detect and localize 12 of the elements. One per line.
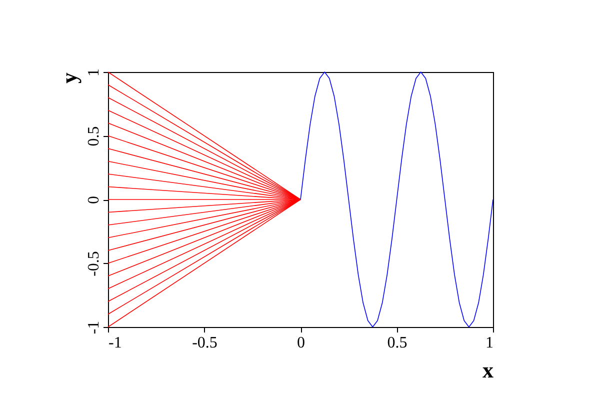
x-axis-title: x	[482, 358, 494, 382]
x-tick-label: 0.5	[387, 334, 408, 352]
x-tick-label: -1	[108, 334, 122, 352]
x-tick-label: -0.5	[192, 334, 218, 352]
y-tick-label: -1	[86, 320, 102, 334]
x-tick-label: 0	[297, 334, 305, 352]
y-tick-label: -0.5	[86, 251, 102, 276]
y-tick-label: 0.5	[86, 126, 102, 146]
y-tick-label: 0	[86, 196, 102, 204]
x-tick-label: 1	[486, 334, 494, 352]
y-tick-label: 1	[86, 68, 102, 76]
y-axis-title: y	[56, 72, 82, 84]
